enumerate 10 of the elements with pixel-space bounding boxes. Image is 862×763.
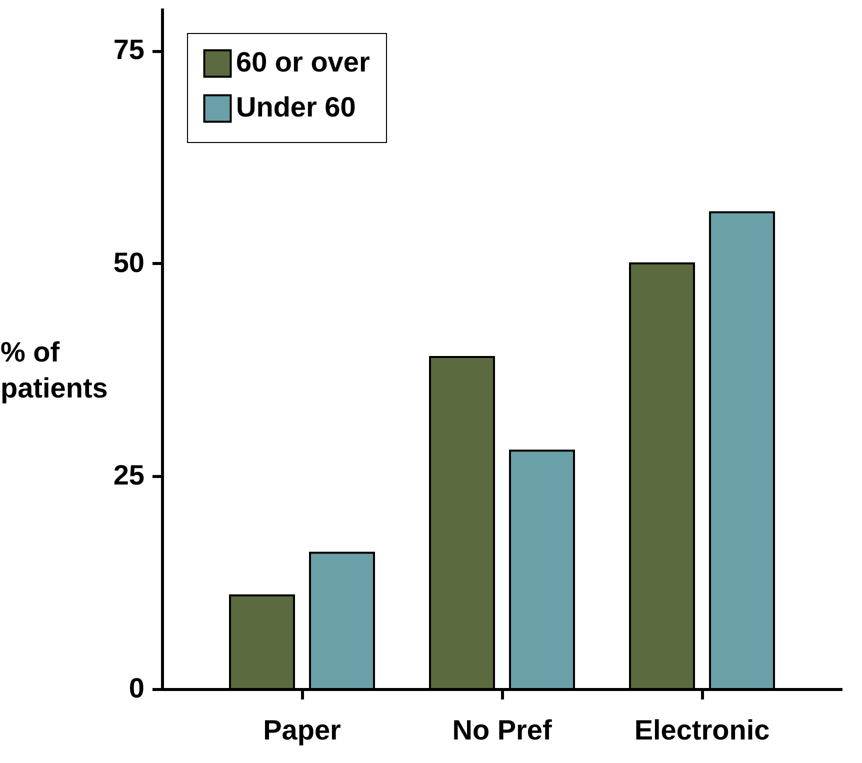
- legend-label: 60 or over: [236, 46, 370, 78]
- y-tick-label: 75: [113, 34, 144, 66]
- y-tick-label: 25: [113, 460, 144, 491]
- y-tick-label: 0: [128, 672, 144, 704]
- x-tick-label: Electronic: [634, 714, 770, 746]
- y-axis-title: % of patients: [0, 336, 108, 404]
- y-tick-label: 50: [113, 246, 144, 278]
- x-tick-label: Paper: [263, 714, 342, 746]
- legend-label: Under 60: [236, 92, 356, 122]
- x-tick-label: No Pref: [452, 714, 552, 746]
